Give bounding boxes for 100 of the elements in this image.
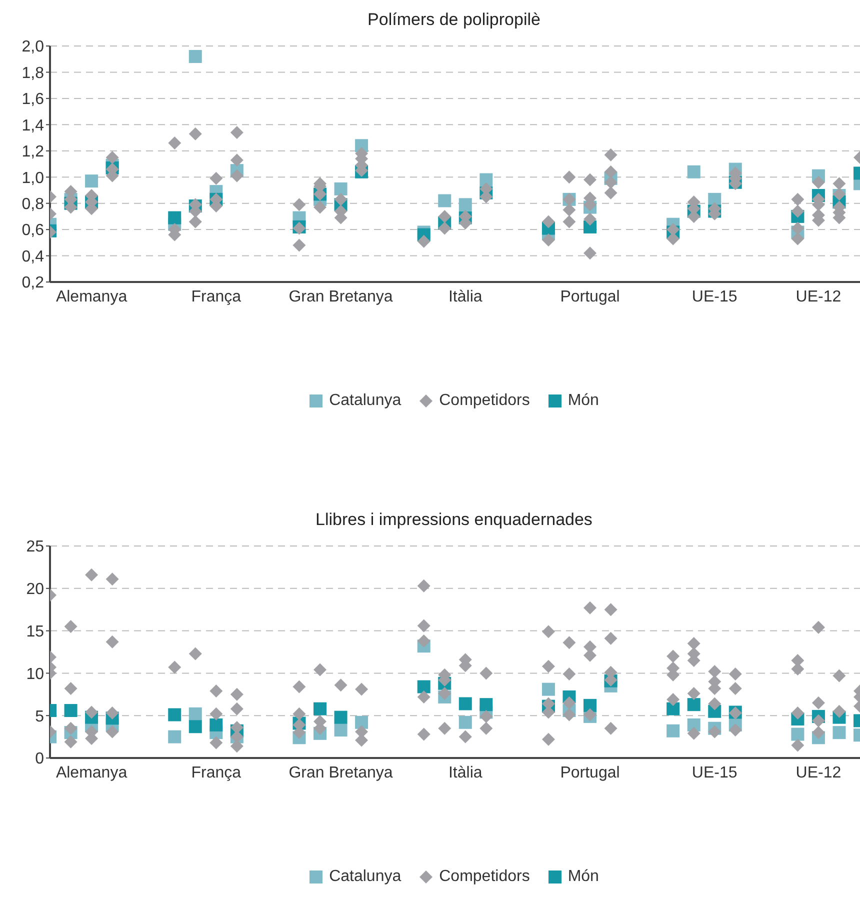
point [230, 126, 244, 140]
point [438, 722, 452, 735]
point [292, 680, 306, 694]
y-tick-label: 2,0 [22, 38, 44, 56]
point [728, 724, 742, 737]
point [106, 572, 119, 586]
point [812, 620, 825, 634]
legend-label: Món [568, 868, 599, 886]
point [708, 725, 722, 738]
point [791, 222, 804, 235]
point [562, 215, 576, 228]
point [812, 696, 825, 710]
point [334, 182, 348, 196]
x-tick-label: UE-12 [796, 764, 842, 782]
x-tick-label: UE-15 [692, 288, 738, 306]
point [728, 668, 742, 681]
point [604, 165, 618, 178]
point [812, 726, 825, 740]
point [438, 194, 452, 208]
point [168, 136, 182, 150]
y-tick-label: 1,0 [22, 170, 44, 187]
y-tick-label: 25 [26, 538, 44, 556]
point [334, 678, 348, 692]
point [438, 687, 452, 700]
y-tick-label: 0,8 [22, 196, 44, 214]
point [562, 170, 576, 184]
y-tick-label: 0,6 [22, 222, 44, 240]
point [188, 720, 202, 734]
point [64, 735, 78, 748]
x-tick-label: Itàlia [448, 288, 482, 306]
point [604, 722, 618, 735]
point [230, 720, 244, 734]
point [438, 222, 452, 235]
point [791, 728, 804, 741]
point [708, 665, 722, 678]
point [417, 680, 430, 694]
point [230, 702, 244, 716]
point [832, 726, 846, 740]
point [168, 730, 182, 744]
y-tick-label: 5 [35, 708, 44, 726]
point [188, 215, 202, 228]
point [438, 210, 452, 223]
point [480, 173, 493, 186]
point [85, 174, 98, 188]
point [355, 682, 368, 696]
point [542, 660, 555, 673]
point [708, 697, 722, 710]
y-tick-label: 1,6 [22, 91, 44, 108]
point [168, 660, 182, 674]
point [292, 198, 306, 212]
point [417, 619, 430, 632]
y-tick-label: 0 [35, 750, 44, 768]
point [417, 234, 430, 248]
point [230, 740, 244, 753]
y-tick-label: 15 [26, 623, 44, 640]
point [106, 635, 119, 648]
x-tick-label: Alemanya [56, 764, 128, 782]
point [458, 697, 472, 710]
legend-label: Competidors [439, 868, 530, 886]
x-tick-label: Portugal [560, 288, 620, 306]
x-tick-label: Alemanya [56, 288, 128, 306]
point [334, 724, 348, 737]
point [64, 722, 78, 735]
x-tick-label: UE-15 [692, 764, 738, 782]
point [584, 698, 596, 712]
point [584, 246, 596, 260]
point [188, 50, 202, 63]
point [188, 127, 202, 140]
point [314, 200, 326, 214]
point [480, 722, 493, 735]
point [64, 620, 78, 634]
point [791, 738, 804, 752]
point [687, 687, 700, 700]
x-tick-label: Gran Bretanya [288, 764, 393, 782]
point [210, 736, 223, 750]
point [604, 186, 618, 200]
point [458, 730, 472, 744]
point [604, 148, 618, 162]
point [832, 177, 846, 190]
point [210, 718, 223, 732]
point [188, 707, 202, 720]
point [480, 710, 493, 723]
point [188, 647, 202, 660]
point [562, 636, 576, 650]
point [812, 176, 825, 189]
point [666, 223, 680, 236]
point [168, 211, 182, 224]
point [687, 165, 700, 178]
x-tick-label: Portugal [560, 764, 620, 782]
point [584, 173, 596, 186]
legend-label: Competidors [439, 392, 530, 410]
point [230, 154, 244, 167]
point [168, 708, 182, 722]
point [417, 728, 430, 741]
point [334, 710, 348, 724]
point [666, 702, 680, 716]
y-tick-label: 0,4 [22, 248, 44, 266]
point [791, 204, 804, 218]
point [666, 232, 680, 246]
point [542, 682, 555, 696]
